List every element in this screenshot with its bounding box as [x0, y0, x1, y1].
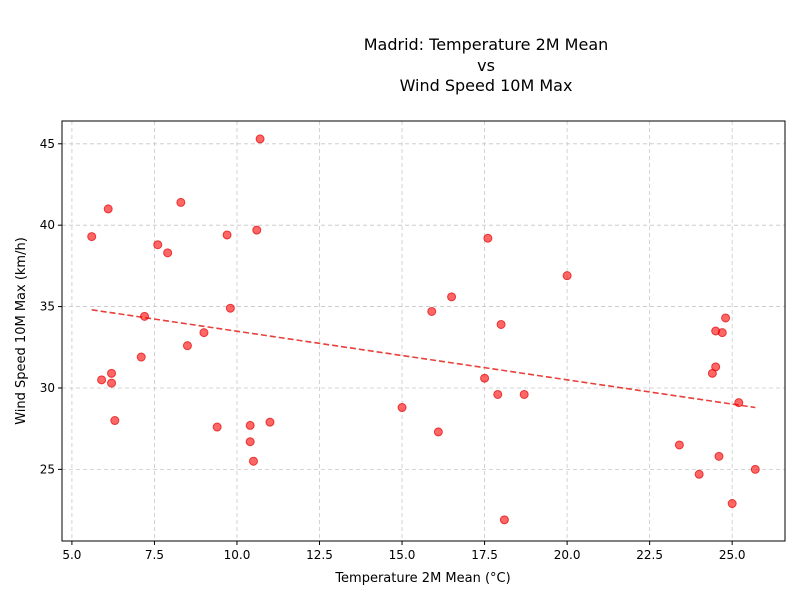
- chart-title: Madrid: Temperature 2M Mean vs Wind Spee…: [364, 35, 609, 95]
- x-tick-label: 10.0: [224, 548, 251, 562]
- data-point: [107, 368, 117, 378]
- x-tick-label: 15.0: [389, 548, 416, 562]
- data-point: [694, 469, 704, 479]
- data-point: [87, 232, 97, 242]
- grid-lines: [62, 121, 785, 541]
- data-point: [222, 230, 232, 240]
- plot-frame: [61, 120, 786, 542]
- y-tick-label: 40: [40, 218, 55, 232]
- data-point: [499, 515, 509, 525]
- data-point: [225, 303, 235, 313]
- title-line-3: Wind Speed 10M Max: [400, 76, 573, 95]
- data-point: [153, 240, 163, 250]
- data-point: [750, 464, 760, 474]
- data-point: [140, 311, 150, 321]
- data-point: [727, 499, 737, 509]
- data-point: [480, 373, 490, 383]
- data-point: [103, 204, 113, 214]
- x-tick-label: 7.5: [145, 548, 164, 562]
- data-point: [97, 375, 107, 385]
- x-axis-ticks: 5.0 7.5 10.0 12.5 15.0 17.5 20.0 22.5 25.0: [62, 541, 746, 562]
- data-point: [433, 427, 443, 437]
- data-point: [245, 437, 255, 447]
- data-point: [519, 389, 529, 399]
- y-tick-label: 35: [40, 300, 55, 314]
- data-point: [717, 328, 727, 338]
- data-point: [182, 341, 192, 351]
- data-point: [447, 292, 457, 302]
- data-point: [248, 456, 258, 466]
- data-point: [265, 417, 275, 427]
- data-point: [163, 248, 173, 258]
- data-points: [87, 134, 760, 525]
- data-point: [714, 451, 724, 461]
- data-point: [212, 422, 222, 432]
- y-axis-label: Wind Speed 10M Max (km/h): [14, 237, 29, 425]
- y-tick-label: 45: [40, 137, 55, 151]
- data-point: [674, 440, 684, 450]
- x-tick-label: 20.0: [554, 548, 581, 562]
- title-line-1: Madrid: Temperature 2M Mean: [364, 35, 609, 54]
- data-point: [136, 352, 146, 362]
- data-point: [562, 271, 572, 281]
- x-tick-label: 12.5: [306, 548, 333, 562]
- x-tick-label: 5.0: [62, 548, 81, 562]
- y-axis-ticks: 25 30 35 40 45: [40, 137, 62, 476]
- data-point: [483, 233, 493, 243]
- data-point: [493, 389, 503, 399]
- data-point: [496, 319, 506, 329]
- data-point: [734, 398, 744, 408]
- data-point: [245, 420, 255, 430]
- data-point: [252, 225, 262, 235]
- data-point: [176, 197, 186, 207]
- data-point: [255, 134, 265, 144]
- x-axis-label: Temperature 2M Mean (°C): [334, 571, 510, 586]
- data-point: [199, 328, 209, 338]
- trendline: [91, 309, 756, 409]
- title-line-2: vs: [477, 56, 495, 75]
- y-tick-label: 25: [40, 462, 55, 476]
- x-tick-label: 17.5: [471, 548, 498, 562]
- data-point: [107, 378, 117, 388]
- y-tick-label: 30: [40, 381, 55, 395]
- data-point: [397, 403, 407, 413]
- data-point: [711, 362, 721, 372]
- x-tick-label: 22.5: [636, 548, 663, 562]
- data-point: [427, 306, 437, 316]
- data-point: [721, 313, 731, 323]
- x-tick-label: 25.0: [719, 548, 746, 562]
- data-point: [110, 416, 120, 426]
- trendline-layer: [91, 309, 756, 409]
